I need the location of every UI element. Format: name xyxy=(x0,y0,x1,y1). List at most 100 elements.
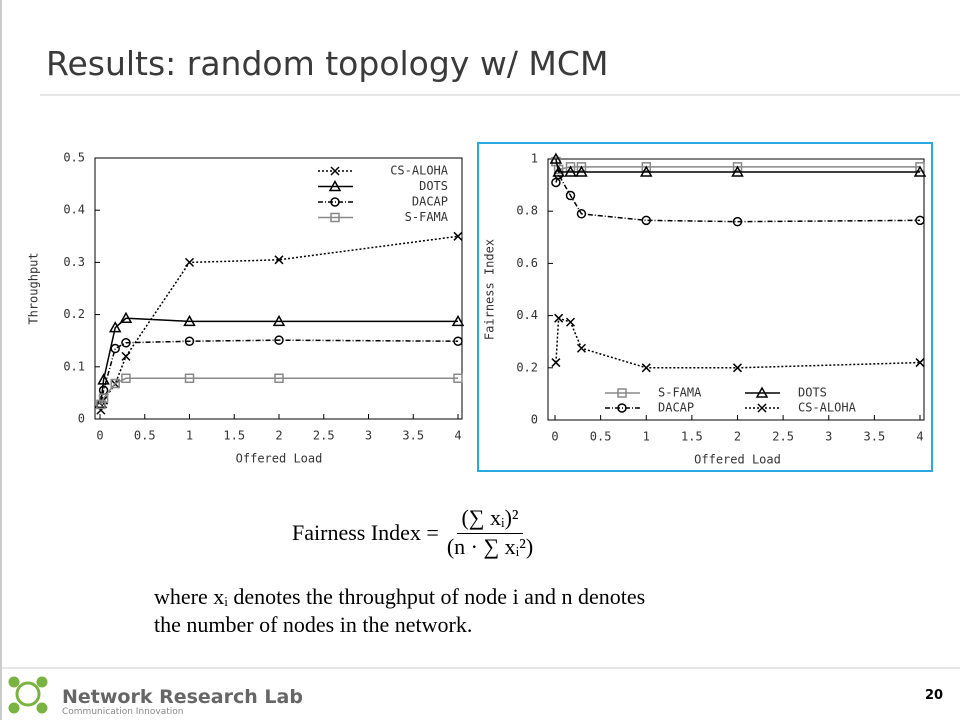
series-line xyxy=(555,317,921,369)
x-tick-label: 4 xyxy=(454,429,461,443)
legend-marker xyxy=(328,179,342,192)
marker xyxy=(184,336,195,346)
marker xyxy=(183,314,196,327)
x-tick-label: 4 xyxy=(916,430,923,444)
y-tick-label: 0 xyxy=(531,413,538,427)
marker xyxy=(731,165,744,177)
marker xyxy=(121,373,131,384)
series-line xyxy=(100,377,458,405)
marker xyxy=(184,373,195,384)
marker xyxy=(565,190,576,201)
x-tick-label: 1 xyxy=(643,430,650,444)
marker xyxy=(554,313,564,323)
marker xyxy=(184,257,195,267)
marker xyxy=(639,165,653,177)
series-line xyxy=(555,172,921,223)
marker xyxy=(565,162,576,172)
marker xyxy=(641,215,651,226)
legend-label: S-FAMA xyxy=(658,386,702,400)
page-number: 20 xyxy=(925,688,944,703)
formula: Fairness Index = (∑ xᵢ)² (n · ∑ xᵢ²) xyxy=(292,505,533,560)
series-line xyxy=(100,235,459,411)
x-tick-label: 2.5 xyxy=(313,429,335,443)
x-tick-label: 0 xyxy=(96,429,103,443)
description-line: the number of nodes in the network. xyxy=(154,612,473,637)
x-axis-label: Offered Load xyxy=(236,452,323,466)
formula-denominator: (n · ∑ xᵢ²) xyxy=(446,534,534,559)
marker xyxy=(108,321,122,333)
highlight-frame xyxy=(477,142,933,472)
y-tick-label: 1 xyxy=(531,152,538,166)
marker xyxy=(121,351,131,361)
marker xyxy=(97,373,110,385)
marker xyxy=(732,216,743,227)
marker xyxy=(732,363,743,373)
x-tick-label: 0 xyxy=(551,430,558,444)
series-line xyxy=(100,317,458,404)
marker xyxy=(121,338,131,348)
x-tick-label: 3 xyxy=(825,430,832,444)
legend-label: DOTS xyxy=(798,386,827,400)
marker xyxy=(553,164,564,175)
y-tick-label: 0.5 xyxy=(63,151,85,165)
marker xyxy=(732,162,743,172)
marker xyxy=(274,335,284,345)
marker xyxy=(641,363,651,373)
legend-marker xyxy=(757,403,767,413)
y-tick-label: 0.2 xyxy=(63,307,85,321)
marker xyxy=(119,311,133,324)
marker xyxy=(915,162,925,172)
marker xyxy=(453,373,463,384)
series-line xyxy=(100,339,459,406)
marker xyxy=(576,209,587,219)
marker xyxy=(110,378,120,389)
x-tick-label: 0.5 xyxy=(590,430,612,444)
marker xyxy=(576,343,586,353)
marker xyxy=(915,215,925,226)
x-axis-label: Offered Load xyxy=(694,453,781,467)
y-tick-label: 0.6 xyxy=(516,256,538,270)
x-tick-label: 2 xyxy=(275,429,282,443)
marker xyxy=(274,255,284,265)
marker xyxy=(453,336,463,346)
x-tick-label: 1.5 xyxy=(681,430,703,444)
marker xyxy=(915,358,925,368)
marker xyxy=(96,399,106,410)
marker xyxy=(564,165,577,177)
y-tick-label: 0.3 xyxy=(63,255,85,269)
marker xyxy=(575,165,588,177)
y-tick-label: 0.2 xyxy=(516,360,538,374)
marker xyxy=(913,165,927,177)
x-tick-label: 2.5 xyxy=(772,430,794,444)
y-tick-label: 0.8 xyxy=(516,204,538,218)
y-axis-label: Throughput xyxy=(27,252,41,324)
marker xyxy=(551,358,561,368)
legend-marker xyxy=(330,212,340,223)
y-axis-label: Fairness Index xyxy=(483,239,497,340)
x-tick-label: 0.5 xyxy=(134,429,156,443)
description-line: where xᵢ denotes the throughput of node … xyxy=(154,584,646,609)
plot-frame xyxy=(547,158,925,421)
legend-marker xyxy=(330,166,340,176)
y-tick-label: 0.4 xyxy=(63,203,85,217)
legend-marker xyxy=(330,197,340,207)
x-tick-label: 3.5 xyxy=(864,430,886,444)
slide-title: Results: random topology w/ MCM xyxy=(46,44,609,83)
marker xyxy=(451,314,465,327)
x-tick-label: 3.5 xyxy=(402,429,424,443)
marker xyxy=(110,343,120,354)
series-line xyxy=(555,158,920,173)
marker xyxy=(553,169,564,180)
lab-tagline: Communication Innovation xyxy=(62,707,184,717)
legend-label: CS-ALOHA xyxy=(798,401,857,415)
x-tick-label: 2 xyxy=(734,430,741,444)
logo xyxy=(8,676,48,714)
legend-marker xyxy=(617,403,627,413)
x-tick-label: 1.5 xyxy=(223,429,245,443)
legend-marker xyxy=(617,388,627,398)
marker xyxy=(565,317,576,327)
x-tick-label: 3 xyxy=(365,429,372,443)
plot-frame xyxy=(94,157,463,420)
